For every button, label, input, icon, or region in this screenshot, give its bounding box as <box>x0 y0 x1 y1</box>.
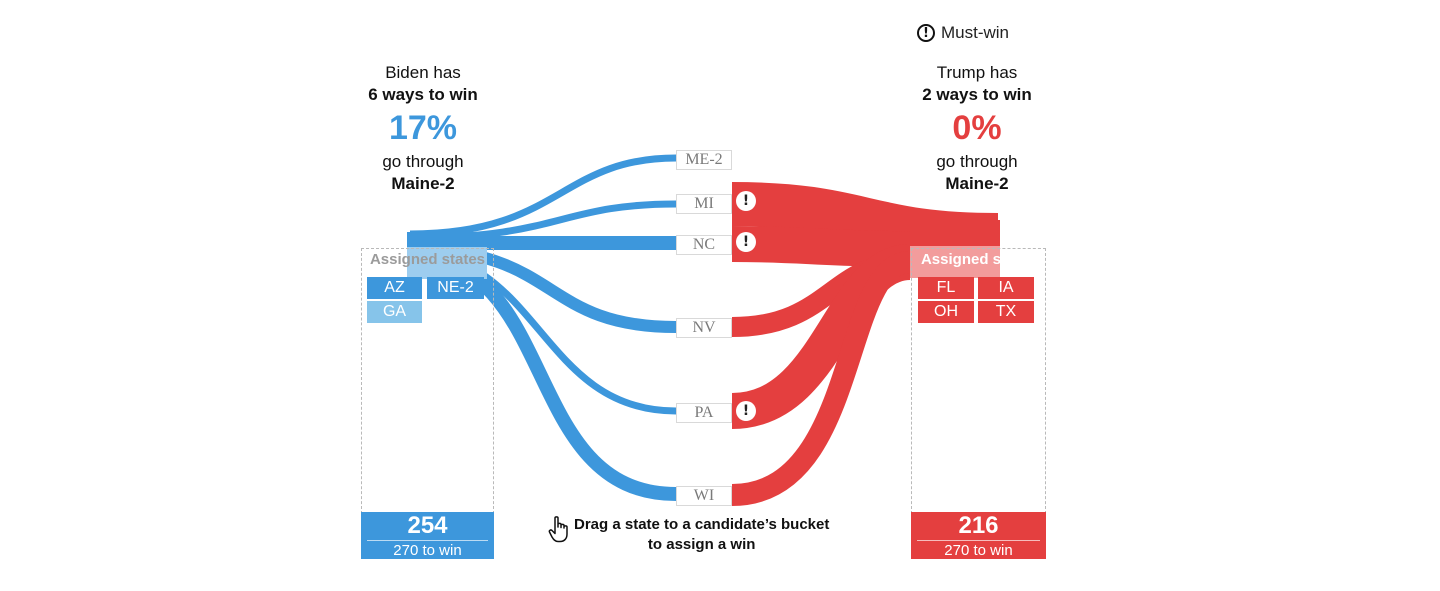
pointer-hand-icon <box>548 516 568 543</box>
assigned-state-chip[interactable]: TX <box>978 301 1034 323</box>
biden-electoral-total: 254 270 to win <box>361 512 494 559</box>
hint-line-1: Drag a state to a candidate’s bucket <box>574 516 830 533</box>
trump-has-label: Trump has <box>936 63 1018 82</box>
assigned-state-chip[interactable]: GA <box>367 301 422 323</box>
flow-trump-wi <box>731 251 912 506</box>
must-win-icon: ! <box>736 232 756 252</box>
state-node-mi[interactable]: MI <box>676 194 732 214</box>
biden-go-through-label: go through <box>382 152 464 171</box>
state-node-wi[interactable]: WI <box>676 486 732 506</box>
biden-bucket-title: Assigned states <box>369 251 486 268</box>
trump-go-through-label: go through <box>936 152 1018 171</box>
assigned-state-chip[interactable]: OH <box>918 301 974 323</box>
biden-has-label: Biden has <box>385 63 461 82</box>
legend-label: Must-win <box>941 23 1010 42</box>
trump-summary: Trump has 2 ways to win 0% go through Ma… <box>877 62 1077 195</box>
assigned-state-chip[interactable]: IA <box>978 277 1034 299</box>
trump-percent: 0% <box>952 109 1002 147</box>
biden-bucket[interactable]: Assigned states AZ NE-2 GA <box>361 248 494 514</box>
assigned-state-chip[interactable]: FL <box>918 277 974 299</box>
biden-votes: 254 <box>407 512 448 539</box>
trump-bucket-title: Assigned states <box>920 251 1037 268</box>
assigned-state-chip[interactable]: AZ <box>367 277 422 299</box>
trump-bucket[interactable]: Assigned states FL IA OH TX <box>911 248 1046 514</box>
biden-votes-to-win: 270 to win <box>393 542 462 559</box>
state-node-me2[interactable]: ME-2 <box>676 150 732 170</box>
biden-flow-fade <box>407 247 487 279</box>
flow-biden-me2 <box>409 154 677 238</box>
biden-summary: Biden has 6 ways to win 17% go through M… <box>323 62 523 195</box>
state-node-pa[interactable]: PA <box>676 403 732 423</box>
trump-votes-to-win: 270 to win <box>944 542 1013 559</box>
biden-state-label: Maine-2 <box>391 174 455 193</box>
trump-total-divider <box>917 540 1040 541</box>
trump-electoral-total: 216 270 to win <box>911 512 1046 559</box>
biden-percent: 17% <box>388 109 458 147</box>
trump-state-label: Maine-2 <box>945 174 1009 193</box>
trump-ways-label: 2 ways to win <box>922 85 1032 104</box>
assigned-state-chip[interactable]: NE-2 <box>427 277 484 299</box>
drag-hint: Drag a state to a candidate’s bucket to … <box>548 515 829 555</box>
biden-ways-label: 6 ways to win <box>368 85 478 104</box>
must-win-icon: ! <box>736 191 756 211</box>
exclamation-circle-icon: ! <box>917 24 935 42</box>
state-node-nc[interactable]: NC <box>676 235 732 255</box>
state-node-nv[interactable]: NV <box>676 318 732 338</box>
biden-total-divider <box>367 540 488 541</box>
must-win-icon: ! <box>736 401 756 421</box>
trump-votes: 216 <box>958 512 999 539</box>
hint-line-2: to assign a win <box>647 536 756 553</box>
legend-must-win: ! Must-win <box>917 22 1009 44</box>
trump-flow-fade <box>910 246 1000 278</box>
